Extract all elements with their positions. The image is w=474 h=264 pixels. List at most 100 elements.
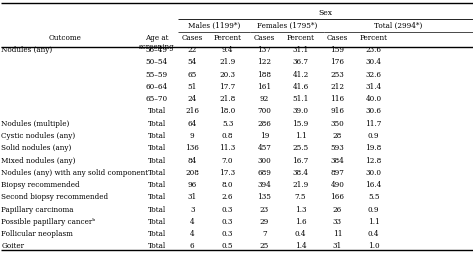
Text: 0.4: 0.4 [295,230,306,238]
Text: 31: 31 [188,194,197,201]
Text: 31.1: 31.1 [292,46,309,54]
Text: 122: 122 [257,58,271,66]
Text: 137: 137 [257,46,271,54]
Text: 65–70: 65–70 [146,95,168,103]
Text: 116: 116 [330,95,345,103]
Text: 92: 92 [260,95,269,103]
Text: 15.9: 15.9 [292,120,309,128]
Text: Nodules (multiple): Nodules (multiple) [1,120,70,128]
Text: Total: Total [148,107,166,115]
Text: 40.0: 40.0 [365,95,382,103]
Text: Possible papillary cancerᵇ: Possible papillary cancerᵇ [1,218,96,226]
Text: Total: Total [148,194,166,201]
Text: Total: Total [148,230,166,238]
Text: Follicular neoplasm: Follicular neoplasm [1,230,73,238]
Text: Percent: Percent [287,34,315,42]
Text: 5.5: 5.5 [368,194,379,201]
Text: 11.7: 11.7 [365,120,382,128]
Text: 25: 25 [260,243,269,251]
Text: 394: 394 [257,181,271,189]
Text: Total: Total [148,181,166,189]
Text: 5.3: 5.3 [222,120,233,128]
Text: 0.3: 0.3 [222,230,233,238]
Text: 166: 166 [330,194,345,201]
Text: Second biopsy recommended: Second biopsy recommended [1,194,109,201]
Text: 1.3: 1.3 [295,206,306,214]
Text: Goiter: Goiter [1,243,24,251]
Text: 0.9: 0.9 [368,132,379,140]
Text: Papillary carcinoma: Papillary carcinoma [1,206,74,214]
Text: Total: Total [148,206,166,214]
Text: 18.0: 18.0 [219,107,236,115]
Text: 1.0: 1.0 [368,243,380,251]
Text: Percent: Percent [214,34,242,42]
Text: 9: 9 [190,132,194,140]
Text: 2.6: 2.6 [222,194,233,201]
Text: Cystic nodules (any): Cystic nodules (any) [1,132,76,140]
Text: Total: Total [148,169,166,177]
Text: Percent: Percent [360,34,388,42]
Text: Total: Total [148,243,166,251]
Text: Outcome: Outcome [48,34,82,42]
Text: 300: 300 [257,157,271,164]
Text: 23: 23 [260,206,269,214]
Text: 1.1: 1.1 [368,218,380,226]
Text: 30.6: 30.6 [365,107,382,115]
Text: 54: 54 [188,58,197,66]
Text: 30.4: 30.4 [365,58,382,66]
Text: 84: 84 [188,157,197,164]
Text: Total: Total [148,132,166,140]
Text: 689: 689 [257,169,271,177]
Text: 51: 51 [188,83,197,91]
Text: 136: 136 [185,144,199,152]
Text: 31: 31 [333,243,342,251]
Text: 208: 208 [185,169,199,177]
Text: Sex: Sex [319,9,332,17]
Text: Cases: Cases [182,34,203,42]
Text: 8.0: 8.0 [222,181,233,189]
Text: 286: 286 [257,120,271,128]
Text: 21.9: 21.9 [219,58,236,66]
Text: 3: 3 [190,206,194,214]
Text: 31.4: 31.4 [365,83,382,91]
Text: 161: 161 [257,83,272,91]
Text: Cases: Cases [254,34,275,42]
Text: 65: 65 [188,70,197,79]
Text: 33: 33 [333,218,342,226]
Text: Females (1795*): Females (1795*) [257,21,318,30]
Text: 21.9: 21.9 [292,181,309,189]
Text: 55–59: 55–59 [146,70,168,79]
Text: 176: 176 [330,58,345,66]
Text: 41.2: 41.2 [292,70,309,79]
Text: 23.6: 23.6 [365,46,382,54]
Text: 188: 188 [257,70,271,79]
Text: 0.3: 0.3 [222,218,233,226]
Text: Total: Total [148,218,166,226]
Text: 7.0: 7.0 [222,157,233,164]
Text: 253: 253 [330,70,344,79]
Text: 4: 4 [190,230,194,238]
Text: 350: 350 [330,120,344,128]
Text: 51.1: 51.1 [292,95,309,103]
Text: 1.1: 1.1 [295,132,307,140]
Text: 60–64: 60–64 [146,83,168,91]
Text: 593: 593 [330,144,344,152]
Text: 20.3: 20.3 [219,70,236,79]
Text: Total (2994*): Total (2994*) [374,21,423,30]
Text: 7.5: 7.5 [295,194,306,201]
Text: Total: Total [148,120,166,128]
Text: 11.3: 11.3 [219,144,236,152]
Text: 916: 916 [330,107,345,115]
Text: 11: 11 [333,230,342,238]
Text: Males (1199*): Males (1199*) [188,21,240,30]
Text: 135: 135 [257,194,271,201]
Text: 7: 7 [262,230,267,238]
Text: 1.4: 1.4 [295,243,306,251]
Text: Total: Total [148,157,166,164]
Text: 0.8: 0.8 [222,132,233,140]
Text: 16.4: 16.4 [365,181,382,189]
Text: 0.9: 0.9 [368,206,379,214]
Text: 490: 490 [330,181,344,189]
Text: 24: 24 [188,95,197,103]
Text: 17.7: 17.7 [219,83,236,91]
